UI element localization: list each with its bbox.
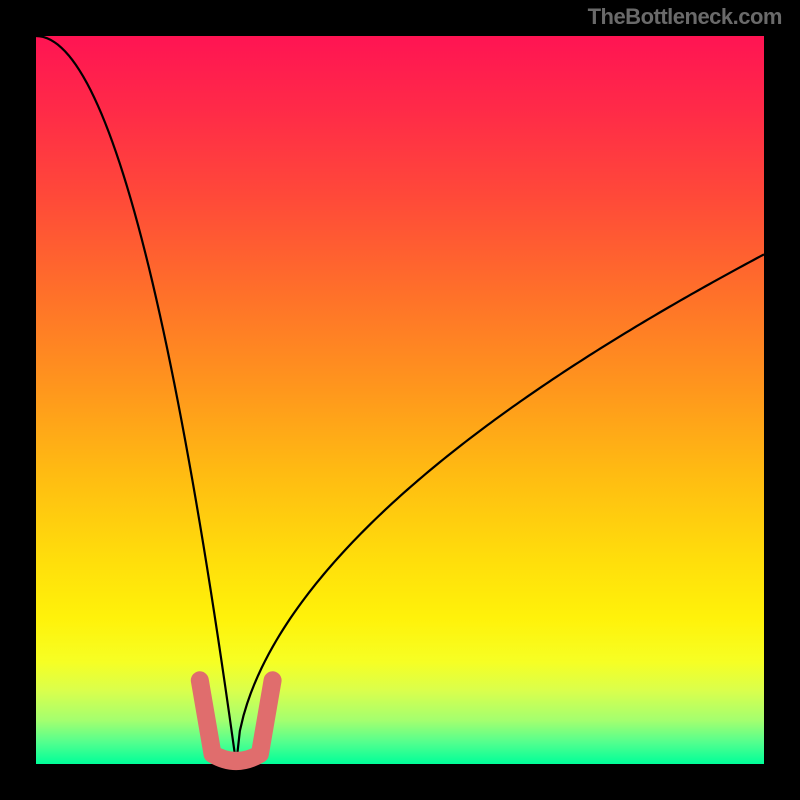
plot-area bbox=[36, 36, 764, 764]
watermark-text: TheBottleneck.com bbox=[588, 4, 782, 30]
bottleneck-chart bbox=[0, 0, 800, 800]
